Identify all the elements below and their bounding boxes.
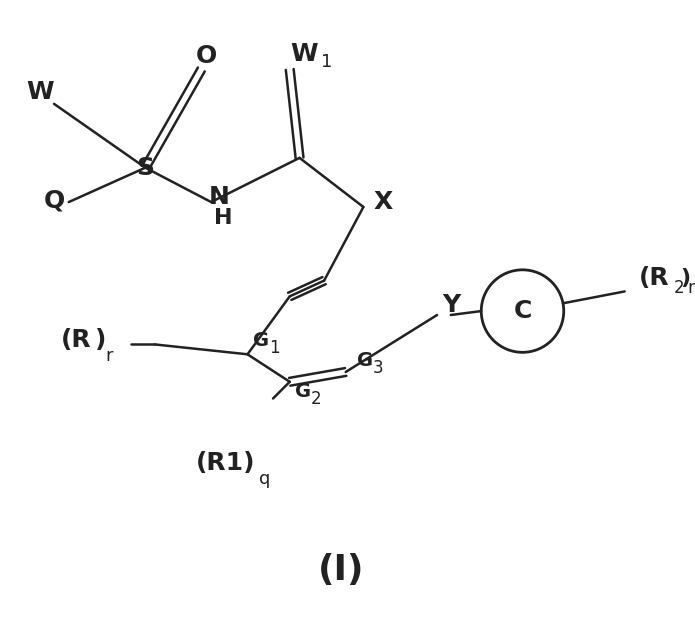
Text: H: H <box>213 208 232 228</box>
Text: (I): (I) <box>318 553 364 587</box>
Text: 2: 2 <box>673 278 684 297</box>
Text: 1: 1 <box>321 52 333 71</box>
Text: W: W <box>26 80 54 104</box>
Text: q: q <box>259 470 271 488</box>
Text: Y: Y <box>443 293 461 317</box>
Text: 1: 1 <box>269 339 279 357</box>
Text: 2: 2 <box>311 391 322 408</box>
Text: W: W <box>291 42 318 66</box>
Text: (R: (R <box>639 266 669 290</box>
Text: (R: (R <box>61 327 92 351</box>
Text: G: G <box>253 331 269 350</box>
Text: N: N <box>208 185 229 209</box>
Text: ): ) <box>680 268 691 288</box>
Text: O: O <box>195 44 217 68</box>
Text: X: X <box>373 190 393 214</box>
Text: G: G <box>357 351 373 370</box>
Text: r: r <box>105 347 113 365</box>
Text: S: S <box>136 156 154 180</box>
Text: C: C <box>514 299 532 323</box>
Text: Q: Q <box>43 188 65 212</box>
Text: G: G <box>295 382 311 401</box>
Text: 3: 3 <box>373 359 384 377</box>
Text: n: n <box>687 280 695 297</box>
Text: ): ) <box>95 327 107 351</box>
Text: (R1): (R1) <box>196 451 256 475</box>
